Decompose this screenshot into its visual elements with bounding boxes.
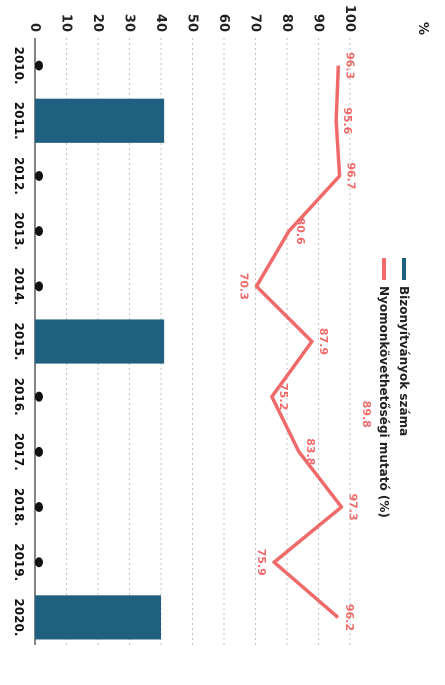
bar-10 [35,595,161,640]
label-layer: 96.3 95.6 96.7 80.6 70.3 87.9 75.2 83.8 97.3 75.9… [237,52,359,631]
x-tick-label-6: 2016. [12,378,26,416]
trend-line [254,65,344,619]
data-label-6: 75.2 [277,383,290,410]
data-label-7: 83.8 [304,438,317,465]
y-tick-label-10: 10 [59,14,74,32]
y-tick-label-30: 30 [122,14,137,32]
y-tick-label-0: 0 [27,23,42,32]
y-tick-label-40: 40 [153,14,168,32]
zero-marker-6 [35,391,43,402]
zero-marker-8 [35,502,43,513]
x-tick-label-3: 2013. [12,212,26,250]
data-label-1: 95.6 [341,107,354,134]
legend-swatch-bars [402,258,406,280]
y-tick-label-80: 80 [279,14,294,32]
x-tick-label-7: 2017. [12,433,26,471]
zero-marker-9 [35,557,43,568]
y-tick-label-20: 20 [90,14,105,32]
zero-marker-4 [35,281,43,292]
y-tick-label-50: 50 [185,14,200,32]
x-tick-label-10: 2020. [12,598,26,636]
legend: Bizonyítványok száma Nyomonkövethetőségi… [377,258,411,518]
y-axis-unit: % [415,22,430,35]
x-tick-label-5: 2015. [12,323,26,361]
y-tick-label-60: 60 [216,14,231,32]
legend-label-bars: Bizonyítványok száma [397,286,411,436]
zero-marker-7 [35,446,43,457]
legend-swatch-line [382,258,386,280]
data-label-4: 70.3 [237,273,250,300]
legend-label-line: Nyomonkövethetőségi mutató (%) [377,286,391,518]
zero-marker-2 [35,170,43,181]
y-tick-label-70: 70 [248,14,263,32]
x-tick-label-9: 2019. [12,543,26,581]
bar-layer [35,60,165,640]
x-tick-label-1: 2011. [12,102,26,140]
line-layer [254,65,344,619]
y-tick-label-90: 90 [311,14,326,32]
zero-marker-0 [35,60,43,71]
data-label-8: 97.3 [346,493,359,520]
data-label-3: 80.6 [294,218,307,245]
extra-data-label: 89.8 [360,401,373,428]
data-label-10: 96.2 [343,604,356,631]
x-tick-label-2: 2012. [12,157,26,195]
x-tick-label-0: 2010. [12,47,26,85]
bar-5 [35,319,165,364]
data-label-0: 96.3 [343,52,356,79]
zero-marker-3 [35,226,43,237]
axis-layer: 0 10 20 30 40 50 60 70 80 90 100 2010. 2011. 2012. 201… [12,5,357,645]
bar-1 [35,98,165,143]
y-tick-label-100: 100 [342,5,357,32]
data-label-9: 75.9 [255,549,268,576]
x-tick-label-4: 2014. [12,267,26,305]
x-tick-label-8: 2018. [12,488,26,526]
data-label-5: 87.9 [317,328,330,355]
data-label-2: 96.7 [345,162,358,189]
